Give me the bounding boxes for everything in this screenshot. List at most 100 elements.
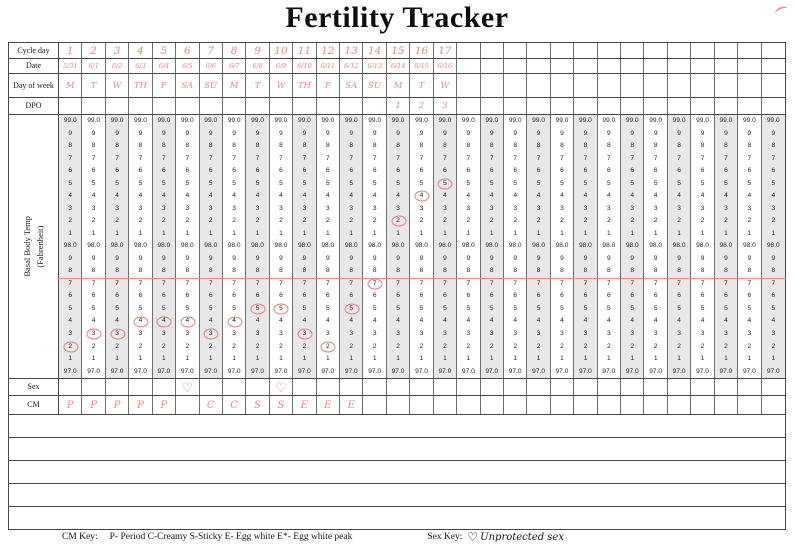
bbt-scale-value: 5: [536, 304, 541, 312]
bbt-scale-value: 6: [536, 292, 541, 300]
bbt-scale-value: 98.0: [508, 242, 522, 250]
bbt-scale-value: 7: [513, 279, 517, 287]
bbt-scale-value: 9: [68, 254, 73, 262]
sex-row: Sex ♡ ♡: [9, 379, 785, 396]
bbt-scale-value: 9: [630, 129, 635, 137]
bbt-scale-value: 1: [443, 229, 447, 237]
bbt-scale-value: 3: [771, 330, 776, 337]
bbt-scale-value: 7: [232, 154, 236, 162]
bbt-scale-value: 5: [138, 304, 143, 312]
bbt-scale-value: 7: [466, 154, 471, 162]
bbt-scale-value: 5: [443, 304, 447, 312]
bbt-scale-value: 4: [771, 317, 776, 325]
bbt-scale-value: 9: [700, 129, 705, 137]
bbt-scale-value: 1: [302, 229, 307, 237]
cm-value: P: [106, 396, 130, 414]
dpo-value: [574, 98, 598, 114]
dpo-value: [363, 98, 387, 114]
bbt-scale-value: 7: [560, 154, 564, 162]
bbt-scale-value: 98.0: [251, 242, 264, 250]
sex-cell: [527, 379, 551, 395]
bbt-scale-value: 1: [771, 355, 776, 363]
cycle-day-value: [668, 43, 692, 58]
bbt-scale-value: 7: [489, 279, 494, 287]
dpo-value: [223, 98, 247, 114]
bbt-scale-value: 97.0: [321, 367, 335, 375]
bbt-scale-value: 6: [232, 292, 236, 300]
bbt-scale-value: 3: [560, 330, 564, 337]
bbt-scale-value: 3: [232, 330, 236, 337]
bbt-scale-value: 7: [396, 279, 400, 287]
bbt-scale-value: 2: [771, 342, 776, 350]
date-value: 6/10: [293, 59, 317, 73]
cm-value: S: [270, 396, 294, 414]
bbt-scale-value: 1: [677, 229, 681, 237]
bbt-scale-value: 99.0: [274, 116, 288, 124]
cm-value: [527, 396, 551, 414]
cm-value: P: [129, 396, 153, 414]
bbt-scale-value: 5: [91, 304, 96, 312]
bbt-scale-value: 99.0: [579, 116, 592, 124]
dpo-value: [691, 98, 715, 114]
bbt-scale-value: 98.0: [625, 242, 639, 250]
bbt-scale-value: 6: [255, 292, 260, 300]
bbt-scale-value: 4: [138, 317, 143, 325]
bbt-scale-value: 3: [232, 204, 236, 212]
bbt-scale-value: 1: [208, 355, 213, 363]
bbt-scale-value: 8: [513, 267, 517, 275]
bbt-scale-value: 98.0: [157, 242, 171, 250]
bbt-scale-value: 1: [747, 355, 752, 363]
bbt-scale-value: 3: [443, 204, 447, 212]
bbt-scale-value: 2: [700, 217, 705, 225]
dpo-value: 2: [410, 98, 434, 114]
bbt-scale-value: 5: [443, 179, 447, 187]
bbt-scale-value: 9: [162, 129, 166, 137]
bbt-scale-value: 8: [560, 142, 564, 150]
bbt-scale-value: 7: [302, 154, 307, 162]
bbt-scale-value: 5: [115, 179, 119, 187]
bbt-scale-value: 5: [255, 304, 260, 312]
bbt-scale-value: 9: [115, 254, 119, 262]
bbt-scale-value: 7: [583, 279, 588, 287]
bbt-scale-value: 5: [630, 179, 635, 187]
bbt-scale-value: 5: [232, 179, 236, 187]
bbt-scale-value: 2: [560, 342, 564, 350]
bbt-column: 99.0 9 8 7 6 5 4 3 2 1 98.0 9 8 7 6 5 4 3 2 1 97.0: [176, 115, 200, 378]
bbt-scale-value: 4: [607, 317, 611, 325]
date-value: 6/11: [317, 59, 341, 73]
date-label: Date: [9, 59, 59, 73]
bbt-row: Basal Body Temp (Fahrenheit) 99.0 9 8 7 6 5 4 3…: [9, 115, 786, 379]
bbt-scale-value: 7: [115, 279, 119, 287]
bbt-scale-value: 1: [162, 229, 166, 237]
bbt-scale-value: 6: [653, 167, 658, 175]
bbt-scale-value: 8: [700, 267, 705, 275]
bbt-scale-value: 5: [325, 304, 330, 312]
date-value: 6/2: [106, 59, 130, 73]
dpo-value: [82, 98, 106, 114]
bbt-scale-value: 5: [279, 304, 283, 312]
bbt-grid-wrap: 99.0 9 8 7 6 5 4 3 2 1 98.0 9 8 7 6 5 4 3 2 1 97.0 99.0 9 8 7 6 5 4…: [58, 115, 786, 378]
bbt-scale-value: 9: [747, 129, 752, 137]
cycle-day-value: [598, 43, 622, 58]
bbt-scale-value: 1: [255, 355, 260, 363]
bbt-scale-value: 5: [162, 304, 166, 312]
bbt-scale-value: 5: [279, 179, 283, 187]
sex-cell: [434, 379, 458, 395]
bbt-scale-value: 1: [724, 229, 728, 237]
bbt-label-text: Basal Body Temp (Fahrenheit): [21, 216, 47, 277]
bbt-scale-value: 1: [396, 355, 400, 363]
bbt-scale-value: 6: [607, 167, 611, 175]
bbt-column: 99.0 9 8 7 6 5 4 3 2 1 98.0 9 8 7 6 5 4 3 2 1 97.0: [317, 115, 341, 378]
day-of-week-value: TH: [293, 74, 317, 97]
bbt-scale-value: 6: [560, 292, 564, 300]
bbt-scale-value: 8: [443, 267, 447, 275]
bbt-scale-value: 9: [396, 254, 400, 262]
bbt-scale-value: 7: [583, 154, 588, 162]
bbt-scale-value: 2: [396, 342, 400, 350]
bbt-scale-value: 6: [208, 292, 213, 300]
day-of-week-value: M: [223, 74, 247, 97]
heart-icon: ♡: [467, 530, 479, 544]
bbt-scale-value: 3: [208, 204, 213, 212]
bbt-scale-value: 5: [583, 304, 588, 312]
bbt-scale-value: 98.0: [368, 242, 382, 250]
